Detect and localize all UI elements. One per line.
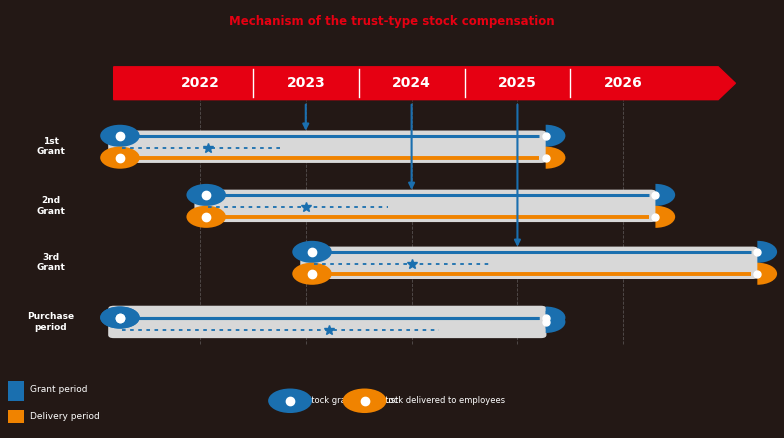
FancyBboxPatch shape	[108, 131, 546, 163]
Text: Purchase
period: Purchase period	[27, 312, 74, 332]
Wedge shape	[546, 147, 565, 169]
Text: 2023: 2023	[286, 76, 325, 90]
Text: 3rd
Grant: 3rd Grant	[37, 253, 65, 272]
Text: Delivery period: Delivery period	[30, 412, 100, 420]
Bar	[8, 410, 24, 423]
FancyArrow shape	[114, 67, 735, 100]
Circle shape	[268, 389, 312, 413]
Text: Mechanism of the trust-type stock compensation: Mechanism of the trust-type stock compen…	[229, 15, 555, 28]
Text: 2024: 2024	[392, 76, 431, 90]
Text: Stock delivered to employees: Stock delivered to employees	[380, 396, 506, 405]
FancyBboxPatch shape	[194, 190, 656, 222]
Wedge shape	[757, 241, 777, 263]
Text: Grant period: Grant period	[30, 385, 87, 394]
Text: 2025: 2025	[498, 76, 537, 90]
Bar	[8, 381, 24, 401]
Text: 1st
Grant: 1st Grant	[37, 137, 65, 156]
Circle shape	[187, 184, 226, 206]
FancyBboxPatch shape	[108, 306, 546, 338]
Text: 2nd
Grant: 2nd Grant	[37, 196, 65, 215]
Text: Stock granted to trust: Stock granted to trust	[306, 396, 398, 405]
Circle shape	[343, 389, 387, 413]
Wedge shape	[546, 311, 565, 333]
Circle shape	[100, 125, 140, 147]
Wedge shape	[655, 206, 675, 228]
Circle shape	[100, 307, 140, 328]
Circle shape	[100, 307, 140, 328]
Text: 2022: 2022	[180, 76, 220, 90]
Wedge shape	[546, 307, 565, 328]
Circle shape	[292, 263, 332, 285]
Text: 2026: 2026	[604, 76, 643, 90]
Wedge shape	[546, 125, 565, 147]
Wedge shape	[757, 263, 777, 285]
Circle shape	[100, 147, 140, 169]
Circle shape	[292, 241, 332, 263]
FancyBboxPatch shape	[300, 247, 758, 279]
Circle shape	[187, 206, 226, 228]
Wedge shape	[655, 184, 675, 206]
